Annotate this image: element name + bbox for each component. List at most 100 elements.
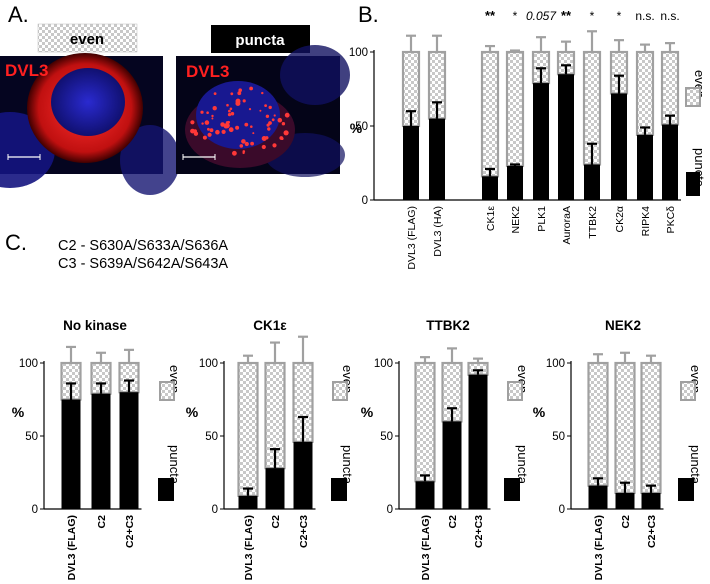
bar-puncta: [91, 393, 111, 509]
punctum: [261, 144, 266, 150]
punctum: [227, 113, 232, 117]
chart-title: NEK2: [605, 318, 641, 333]
panel-letter-a: A.: [8, 2, 29, 27]
bar-puncta: [119, 392, 139, 509]
punctum: [211, 117, 214, 120]
punctum: [244, 141, 249, 147]
y-tick-label: 0: [212, 504, 218, 516]
punctum: [190, 128, 195, 134]
category-label: DVL3 (FLAG): [406, 206, 418, 270]
even-label-text: even: [70, 31, 104, 48]
significance-label: 0.057: [526, 9, 557, 23]
bar-puncta: [533, 83, 549, 200]
y-tick-label: 0: [32, 504, 38, 516]
legend-puncta-swatch: [686, 172, 700, 196]
category-label: C2: [447, 515, 459, 529]
category-label: TTBK2: [587, 206, 599, 239]
bar-even: [587, 361, 609, 487]
bar-puncta: [588, 485, 608, 509]
y-tick-label: 0: [362, 195, 368, 207]
bar-puncta: [615, 492, 635, 509]
category-label: C2: [270, 515, 282, 529]
bar-puncta: [558, 74, 574, 200]
bar-puncta: [662, 124, 678, 200]
panel-letter-b: B.: [358, 2, 379, 27]
punctum: [229, 107, 233, 111]
chart-title: TTBK2: [426, 318, 470, 333]
punctum: [226, 103, 229, 107]
category-label: DVL3 (FLAG): [66, 515, 78, 580]
y-axis-label: %: [186, 404, 199, 420]
bar-puncta: [637, 134, 653, 200]
legend-puncta-swatch: [504, 478, 520, 501]
punctum: [193, 131, 199, 136]
bar-puncta: [611, 93, 627, 200]
punctum: [220, 122, 225, 127]
category-label: DVL3 (FLAG): [593, 515, 605, 580]
punctum: [200, 110, 204, 114]
category-label: C2: [620, 515, 632, 529]
stain-label-right: DVL3: [186, 62, 229, 81]
punctum: [272, 143, 277, 148]
micrograph-even: DVL3: [0, 53, 180, 195]
punctum: [268, 105, 272, 110]
category-label: PLK1: [536, 206, 548, 232]
bar-puncta: [265, 468, 285, 509]
punctum: [249, 86, 254, 91]
y-tick-label: 0: [559, 504, 565, 516]
bar-puncta: [61, 399, 81, 509]
bar-puncta: [482, 176, 498, 200]
punctum: [235, 125, 240, 130]
significance-label: **: [561, 8, 572, 23]
y-tick-label: 100: [546, 358, 565, 370]
punctum: [230, 92, 234, 96]
punctum: [228, 127, 234, 133]
y-axis-label: %: [350, 120, 363, 136]
category-label: CK1ε: [485, 206, 497, 231]
bar-puncta: [468, 374, 488, 509]
category-label: DVL3 (HA): [432, 206, 444, 257]
y-tick-label: 100: [199, 358, 218, 370]
bar-even: [237, 361, 259, 497]
bar-puncta: [584, 164, 600, 200]
y-axis-label: %: [533, 404, 546, 420]
significance-label: n.s.: [635, 9, 654, 23]
punctum: [224, 123, 230, 129]
punctum: [268, 121, 272, 125]
punctum: [280, 137, 284, 141]
bar-puncta: [641, 492, 661, 509]
punctum: [244, 122, 249, 127]
punctum: [221, 129, 226, 134]
y-tick-label: 0: [387, 504, 393, 516]
y-tick-label: 100: [349, 47, 368, 59]
punctum: [237, 91, 242, 96]
punctum: [250, 141, 255, 146]
punctum: [228, 109, 231, 113]
y-tick-label: 50: [380, 431, 393, 443]
bar-even: [480, 50, 500, 178]
legend-puncta-label: puncta: [515, 445, 530, 485]
legend-even-swatch: [507, 381, 523, 401]
category-label: C2: [96, 515, 108, 529]
category-label: C2+C3: [646, 515, 658, 548]
legend-puncta-swatch: [678, 478, 694, 501]
significance-label: n.s.: [660, 9, 679, 23]
puncta-dots: [190, 86, 290, 156]
punctum: [239, 144, 244, 148]
y-tick-label: 50: [205, 431, 218, 443]
bar-puncta: [507, 165, 523, 200]
category-label: C2+C3: [473, 515, 485, 548]
y-axis-label: %: [12, 404, 25, 420]
punctum: [261, 91, 264, 95]
panel-letter-c: C.: [5, 230, 27, 255]
legend-puncta-swatch: [331, 478, 347, 501]
bar-even: [640, 361, 662, 495]
y-tick-label: 50: [355, 121, 368, 133]
punctum: [235, 98, 241, 104]
legend-puncta-label: puncta: [340, 445, 355, 485]
bar-puncta: [429, 118, 445, 200]
bar-puncta: [415, 481, 435, 509]
